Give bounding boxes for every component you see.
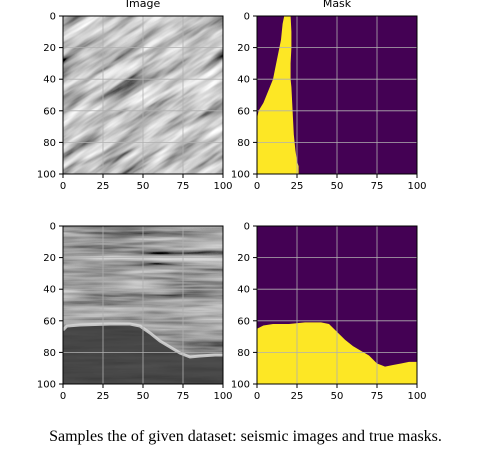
x-tick-label: 0	[254, 391, 260, 402]
x-tick-label: 75	[177, 391, 190, 402]
panel-mask-1: Mask 0 25 50 75 100 0 20 40 60 80 100	[231, 0, 427, 192]
y-tick-label: 80	[237, 138, 250, 149]
x-tick-label: 100	[407, 181, 426, 192]
seismic-image	[63, 16, 223, 174]
y-tick-label: 20	[43, 253, 56, 264]
x-tick-label: 50	[137, 391, 150, 402]
x-tick-label: 75	[371, 181, 384, 192]
y-tick-label: 80	[237, 348, 250, 359]
axes: 0 25 50 75 100 0 20 40 60 80 100	[37, 222, 233, 403]
figure: Image 0 25 50 75 100 0 20 40 60 80 100 Mask 0 25 50 7…	[37, 0, 427, 403]
figure-caption: Samples the of given dataset: seismic im…	[49, 428, 442, 445]
y-tick-label: 40	[43, 75, 56, 86]
x-tick-label: 100	[213, 391, 232, 402]
x-tick-label: 75	[177, 181, 190, 192]
y-tick-label: 20	[237, 43, 250, 54]
y-tick-label: 80	[43, 138, 56, 149]
x-tick-label: 25	[97, 181, 110, 192]
y-tick-label: 100	[231, 380, 250, 391]
salt-boundary	[63, 322, 223, 359]
panel-image-1: Image 0 25 50 75 100 0 20 40 60 80 100	[37, 0, 233, 193]
y-tick-label: 0	[244, 12, 250, 23]
y-tick-label: 60	[237, 106, 250, 117]
x-tick-label: 50	[331, 181, 344, 192]
y-tick-label: 0	[244, 222, 250, 233]
x-tick-label: 50	[137, 181, 150, 192]
x-tick-label: 25	[97, 391, 110, 402]
x-tick-label: 100	[407, 391, 426, 402]
y-tick-label: 40	[237, 75, 250, 86]
x-tick-label: 50	[331, 391, 344, 402]
y-tick-label: 60	[43, 106, 56, 117]
y-tick-label: 60	[237, 316, 250, 327]
y-tick-label: 40	[43, 285, 56, 296]
x-tick-label: 25	[291, 181, 304, 192]
panel-title: Image	[126, 0, 161, 10]
salt-mask-region	[257, 16, 299, 174]
y-tick-label: 80	[43, 348, 56, 359]
y-tick-label: 60	[43, 316, 56, 327]
y-tick-label: 100	[37, 170, 56, 181]
axes: 0 25 50 75 100 0 20 40 60 80 100	[231, 222, 427, 403]
x-tick-label: 0	[254, 181, 260, 192]
x-tick-label: 0	[60, 181, 66, 192]
y-tick-label: 100	[231, 170, 250, 181]
x-tick-label: 0	[60, 391, 66, 402]
y-tick-label: 40	[237, 285, 250, 296]
x-tick-label: 75	[371, 391, 384, 402]
y-tick-label: 0	[50, 222, 56, 233]
y-tick-label: 20	[43, 43, 56, 54]
axes: 0 25 50 75 100 0 20 40 60 80 100	[231, 12, 427, 193]
panel-title: Mask	[323, 0, 352, 10]
y-tick-label: 0	[50, 12, 56, 23]
axes: 0 25 50 75 100 0 20 40 60 80 100	[37, 12, 233, 193]
x-tick-label: 100	[213, 181, 232, 192]
y-tick-label: 20	[237, 253, 250, 264]
panel-image-2: 0 25 50 75 100 0 20 40 60 80 100	[37, 222, 233, 403]
panel-mask-2: 0 25 50 75 100 0 20 40 60 80 100	[231, 222, 427, 403]
x-tick-label: 25	[291, 391, 304, 402]
y-tick-label: 100	[37, 380, 56, 391]
